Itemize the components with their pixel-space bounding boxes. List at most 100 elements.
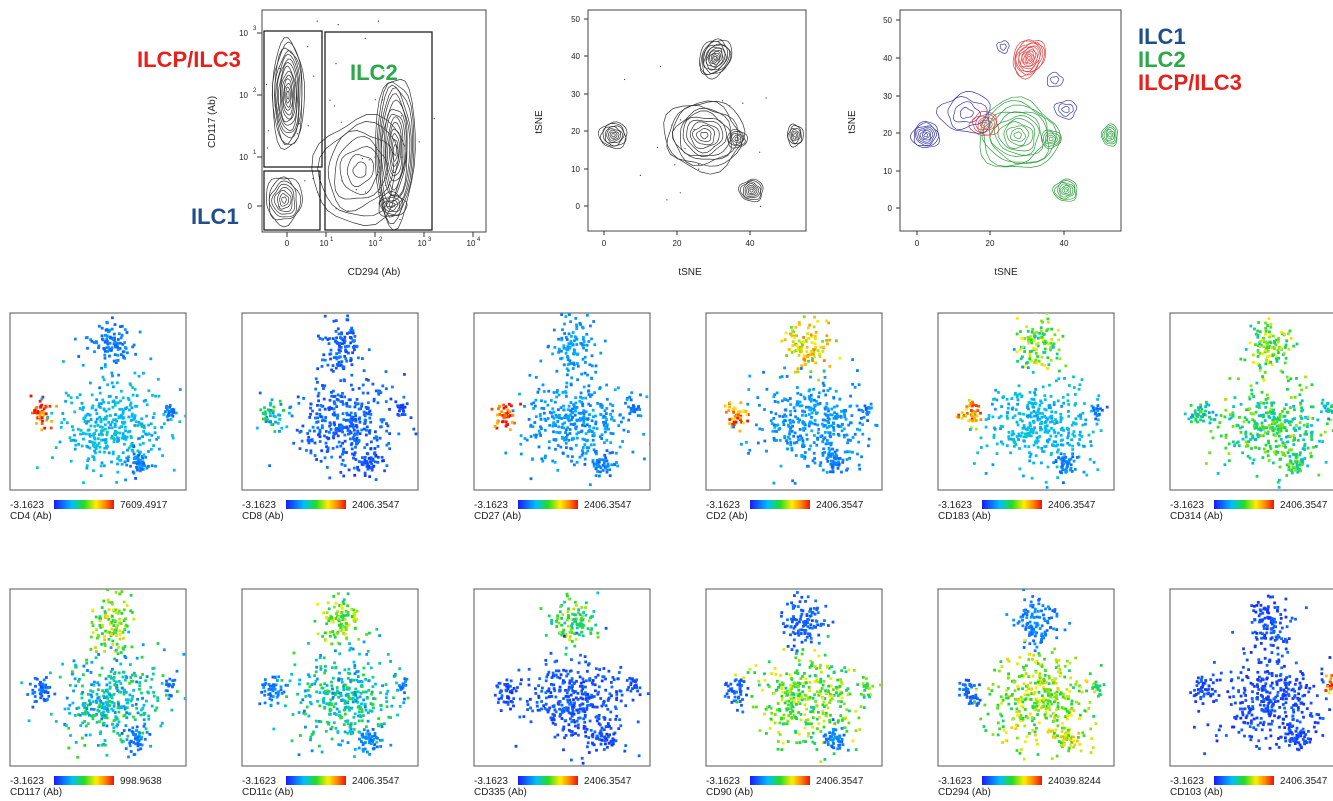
tsne-point bbox=[98, 720, 101, 723]
tsne-point bbox=[269, 403, 272, 407]
tsne-point bbox=[604, 456, 608, 460]
tsne-point bbox=[1243, 416, 1247, 420]
tsne-point bbox=[317, 432, 321, 436]
tsne-point bbox=[349, 723, 353, 727]
gate-ilc1[interactable] bbox=[263, 170, 321, 231]
tsne-point bbox=[104, 700, 108, 704]
tsne-point bbox=[123, 645, 127, 648]
tsne-point bbox=[151, 672, 155, 676]
tsne-point bbox=[557, 408, 560, 412]
tsne-point bbox=[786, 399, 790, 402]
tsne-point bbox=[331, 687, 334, 691]
tsne-point bbox=[342, 602, 346, 605]
tsne-point bbox=[1261, 377, 1265, 380]
tsne-point bbox=[1025, 361, 1028, 365]
tsne-point bbox=[1061, 464, 1064, 468]
tsne-point bbox=[1052, 461, 1056, 464]
tsne-point bbox=[807, 422, 811, 426]
tsne-point bbox=[595, 427, 599, 430]
tsne-point bbox=[396, 713, 399, 717]
contour-line bbox=[387, 122, 403, 177]
tsne-point bbox=[1327, 417, 1330, 421]
tsne-point bbox=[98, 386, 102, 390]
tsne-point bbox=[104, 688, 108, 692]
tsne-point bbox=[350, 608, 354, 611]
tsne-point bbox=[1056, 450, 1059, 454]
tsne-point bbox=[383, 469, 386, 473]
tsne-point bbox=[149, 422, 153, 426]
tsne-point bbox=[1300, 388, 1303, 392]
tsne-point bbox=[344, 719, 348, 723]
tsne-point bbox=[140, 691, 143, 695]
tsne-point bbox=[1295, 424, 1298, 428]
tsne-point bbox=[307, 435, 311, 439]
tsne-point bbox=[827, 431, 831, 434]
tsne-point bbox=[815, 443, 819, 447]
tsne-point bbox=[368, 466, 371, 470]
tsne-point bbox=[848, 405, 852, 408]
tsne-point bbox=[555, 430, 558, 434]
gate-ilc2[interactable] bbox=[324, 31, 433, 231]
tsne-point bbox=[34, 407, 38, 411]
tsne-point bbox=[111, 632, 115, 635]
tsne-point bbox=[318, 656, 322, 660]
tsne-point bbox=[1200, 407, 1204, 411]
tsne-point bbox=[278, 417, 281, 421]
tsne-point bbox=[600, 437, 604, 440]
tsne-point bbox=[325, 684, 329, 687]
tsne-point bbox=[585, 332, 589, 336]
tsne-point bbox=[1089, 409, 1093, 413]
tsne-point bbox=[538, 413, 542, 416]
tsne-point bbox=[373, 447, 377, 450]
tsne-point bbox=[124, 724, 128, 727]
tsne-point bbox=[309, 402, 313, 406]
tsne-point bbox=[1045, 424, 1049, 428]
tsne-point bbox=[594, 414, 597, 418]
tsne-point bbox=[147, 714, 151, 718]
tsne-point bbox=[116, 401, 120, 405]
tsne-point bbox=[1026, 329, 1030, 333]
tsne-point bbox=[126, 698, 130, 702]
tsne-point bbox=[1197, 408, 1201, 412]
tsne-point bbox=[1066, 393, 1070, 397]
tsne-point bbox=[992, 433, 996, 437]
tsne-point bbox=[113, 657, 116, 661]
tsne-point bbox=[1066, 441, 1070, 445]
tsne-point bbox=[1025, 325, 1028, 329]
tsne-point bbox=[1036, 355, 1039, 358]
tsne-point bbox=[104, 611, 107, 615]
tsne-point bbox=[984, 472, 988, 475]
tsne-point bbox=[118, 592, 122, 596]
tsne-point bbox=[1324, 460, 1328, 464]
tsne-point bbox=[35, 700, 38, 703]
contour-line bbox=[1061, 186, 1070, 194]
tsne-point bbox=[810, 341, 814, 344]
tsne-point bbox=[1074, 393, 1077, 396]
tsne-point bbox=[1022, 346, 1026, 350]
tsne-point bbox=[1038, 417, 1042, 421]
gate-ilcp[interactable] bbox=[263, 30, 323, 168]
tsne-point bbox=[1270, 363, 1274, 367]
tsne-point bbox=[1286, 419, 1290, 423]
tsne-point bbox=[344, 419, 348, 422]
event-dot bbox=[384, 184, 386, 186]
colorbar-max-label: 2406.3547 bbox=[352, 776, 400, 787]
tsne-point bbox=[552, 430, 555, 434]
tsne-point bbox=[114, 361, 118, 364]
tsne-point bbox=[362, 749, 365, 753]
tsne-point bbox=[1292, 443, 1296, 446]
tsne-point bbox=[1042, 333, 1046, 336]
tsne-point bbox=[266, 418, 269, 422]
contour-line bbox=[1040, 129, 1062, 150]
tsne-point bbox=[144, 727, 148, 731]
tsne-point bbox=[373, 743, 376, 746]
panel-points bbox=[493, 591, 650, 765]
tsne-point bbox=[108, 631, 112, 634]
tsne-point bbox=[136, 744, 140, 748]
contour-line bbox=[327, 130, 395, 212]
tsne-point bbox=[338, 604, 341, 607]
tsne-point bbox=[583, 424, 587, 428]
tsne-point bbox=[822, 345, 826, 349]
tsne-point bbox=[1283, 407, 1286, 411]
